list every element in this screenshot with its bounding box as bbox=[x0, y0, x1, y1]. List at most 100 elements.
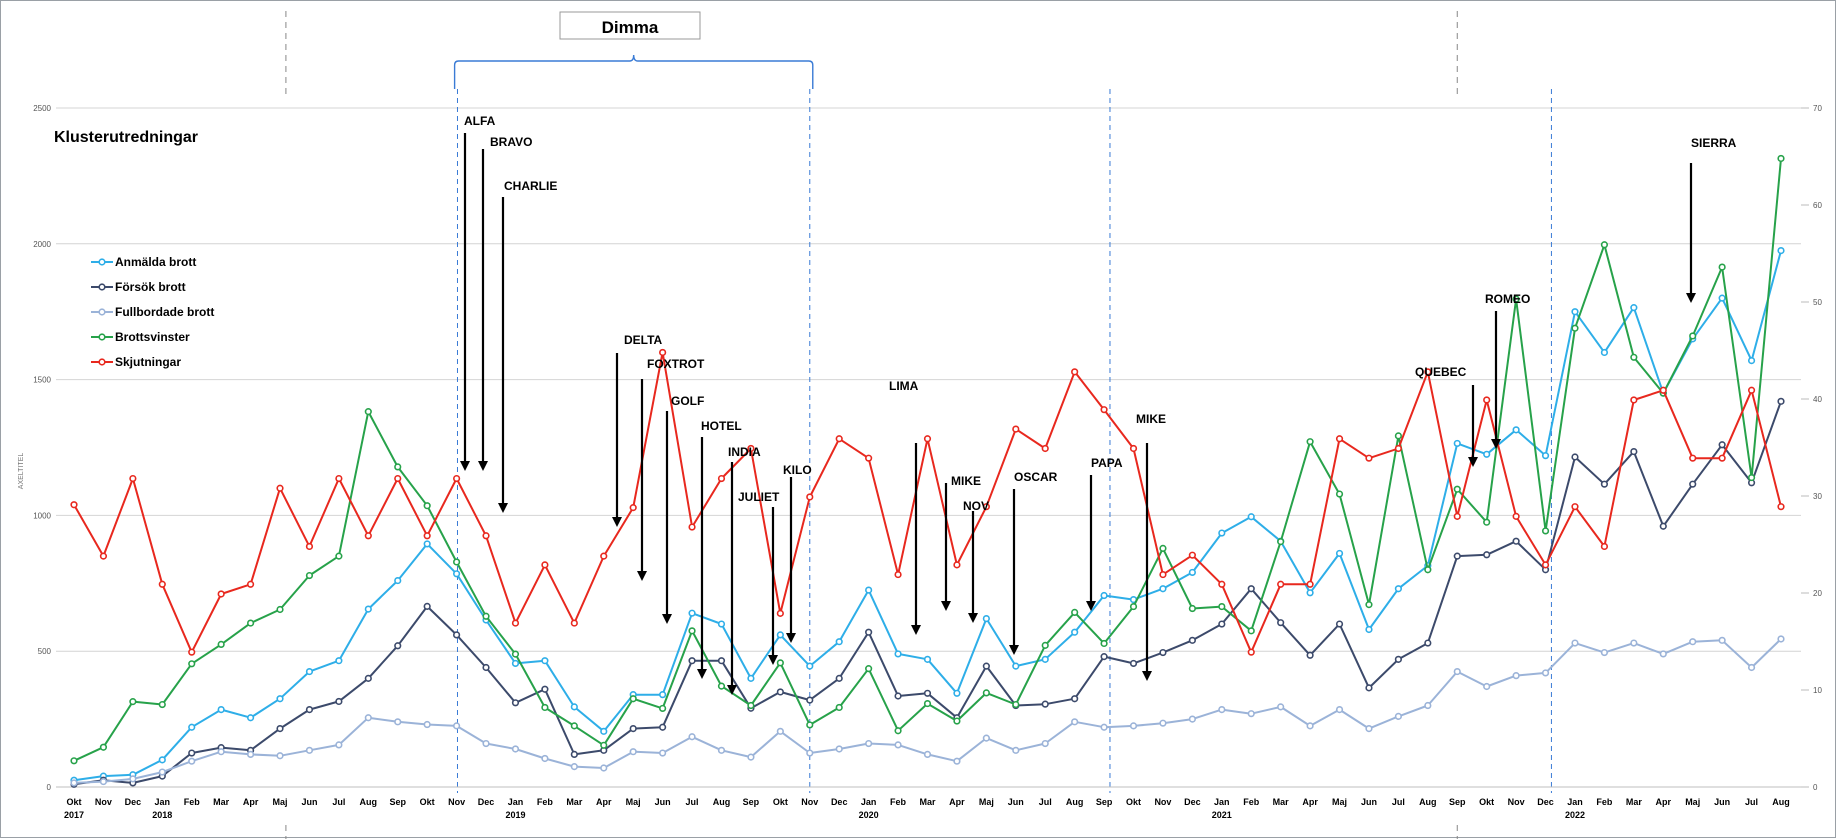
point-brottsvinster bbox=[1159, 544, 1167, 552]
point-brottsvinster bbox=[1424, 566, 1432, 574]
annotation-label: FOXTROT bbox=[647, 357, 705, 371]
x-tick-label: Dec bbox=[125, 797, 142, 807]
point-skjutningar bbox=[246, 580, 255, 588]
point-skjutningar bbox=[570, 619, 578, 627]
point-fullbordade-brott bbox=[659, 749, 667, 757]
point-fullbordade-brott bbox=[217, 748, 225, 756]
point-skjutningar bbox=[1600, 542, 1609, 551]
point-försök-brott bbox=[1600, 480, 1609, 488]
annotation-label: DELTA bbox=[624, 333, 663, 347]
point-brottsvinster bbox=[1129, 602, 1138, 611]
point-brottsvinster bbox=[1777, 154, 1785, 163]
point-skjutningar bbox=[1630, 396, 1638, 404]
y-tick-label: 500 bbox=[38, 647, 52, 656]
point-skjutningar bbox=[453, 474, 461, 483]
legend-label: Anmälda brott bbox=[115, 255, 196, 269]
y-axis-title: AXELTITEL bbox=[18, 453, 25, 490]
point-skjutningar bbox=[158, 580, 166, 588]
point-fullbordade-brott bbox=[776, 727, 784, 735]
point-skjutningar bbox=[1335, 435, 1344, 443]
point-anmälda-brott bbox=[1541, 452, 1550, 460]
annotation-arrowhead bbox=[697, 669, 707, 679]
point-anmälda-brott bbox=[1777, 246, 1785, 255]
chart-title: Klusterutredningar bbox=[54, 129, 198, 146]
point-försök-brott bbox=[776, 688, 784, 696]
point-skjutningar bbox=[1218, 580, 1226, 588]
point-brottsvinster bbox=[364, 408, 372, 416]
point-anmälda-brott bbox=[1571, 308, 1579, 316]
point-brottsvinster bbox=[1188, 604, 1196, 613]
point-brottsvinster bbox=[865, 665, 873, 673]
point-försök-brott bbox=[1129, 659, 1138, 668]
point-brottsvinster bbox=[923, 699, 932, 708]
point-anmälda-brott bbox=[394, 576, 402, 585]
point-fullbordade-brott bbox=[541, 754, 549, 763]
point-försök-brott bbox=[1071, 695, 1079, 703]
point-fullbordade-brott bbox=[423, 720, 431, 729]
point-fullbordade-brott bbox=[246, 750, 255, 759]
point-brottsvinster bbox=[217, 640, 225, 649]
point-fullbordade-brott bbox=[1218, 705, 1226, 714]
annotation-arrowhead bbox=[786, 633, 796, 643]
point-fullbordade-brott bbox=[1071, 718, 1079, 726]
point-fullbordade-brott bbox=[717, 746, 726, 754]
point-anmälda-brott bbox=[982, 615, 990, 623]
point-anmälda-brott bbox=[217, 705, 225, 714]
annotation-label: JULIET bbox=[738, 490, 780, 504]
point-försök-brott bbox=[688, 657, 696, 665]
point-brottsvinster bbox=[776, 659, 784, 667]
point-fullbordade-brott bbox=[1541, 669, 1550, 677]
point-brottsvinster bbox=[982, 689, 990, 697]
point-fullbordade-brott bbox=[188, 757, 196, 765]
point-fullbordade-brott bbox=[364, 714, 372, 722]
point-skjutningar bbox=[659, 348, 667, 357]
point-försök-brott bbox=[1689, 480, 1697, 488]
point-försök-brott bbox=[1659, 522, 1667, 530]
point-skjutningar bbox=[394, 474, 402, 483]
point-skjutningar bbox=[1394, 444, 1402, 453]
point-fullbordade-brott bbox=[953, 757, 961, 765]
point-brottsvinster bbox=[482, 612, 490, 620]
point-brottsvinster bbox=[1335, 490, 1344, 498]
point-försök-brott bbox=[541, 685, 549, 693]
x-tick-label: Okt bbox=[1126, 797, 1141, 807]
y-tick-label: 0 bbox=[47, 783, 52, 792]
x-tick-label: Feb bbox=[537, 797, 554, 807]
annotation-label: QUEBEC bbox=[1415, 365, 1467, 379]
point-fullbordade-brott bbox=[99, 777, 108, 786]
annotation-label: MIKE bbox=[951, 474, 981, 488]
point-brottsvinster bbox=[305, 571, 314, 580]
point-försök-brott bbox=[806, 696, 814, 704]
x-tick-label: Jun bbox=[1008, 797, 1024, 807]
point-skjutningar bbox=[1483, 396, 1491, 404]
point-fullbordade-brott bbox=[1365, 725, 1373, 733]
point-fullbordade-brott bbox=[1394, 712, 1402, 720]
point-brottsvinster bbox=[1247, 627, 1255, 635]
point-fullbordade-brott bbox=[1659, 650, 1667, 658]
x-tick-label: Apr bbox=[596, 797, 612, 807]
period-dividers bbox=[285, 11, 1552, 839]
point-brottsvinster bbox=[1012, 700, 1020, 709]
point-skjutningar bbox=[1071, 368, 1079, 376]
point-anmälda-brott bbox=[453, 570, 461, 578]
annotation-label: OSCAR bbox=[1014, 470, 1058, 484]
point-brottsvinster bbox=[1071, 608, 1079, 617]
annotation-label: PAPA bbox=[1091, 456, 1123, 470]
point-fullbordade-brott bbox=[629, 748, 637, 756]
point-skjutningar bbox=[629, 504, 637, 512]
point-brottsvinster bbox=[158, 700, 166, 709]
point-anmälda-brott bbox=[1188, 568, 1196, 577]
point-försök-brott bbox=[364, 674, 372, 682]
dimma-label: Dimma bbox=[602, 18, 659, 37]
x-tick-label: Jun bbox=[301, 797, 317, 807]
point-skjutningar bbox=[1747, 386, 1756, 394]
point-brottsvinster bbox=[1218, 602, 1226, 611]
x-tick-label: Mar bbox=[1626, 797, 1643, 807]
point-skjutningar bbox=[276, 484, 284, 492]
point-försök-brott bbox=[1335, 620, 1344, 628]
point-fullbordade-brott bbox=[1247, 710, 1255, 718]
point-försök-brott bbox=[570, 750, 578, 759]
point-skjutningar bbox=[982, 503, 990, 511]
point-anmälda-brott bbox=[659, 691, 667, 699]
annotation-arrowhead bbox=[727, 685, 737, 695]
